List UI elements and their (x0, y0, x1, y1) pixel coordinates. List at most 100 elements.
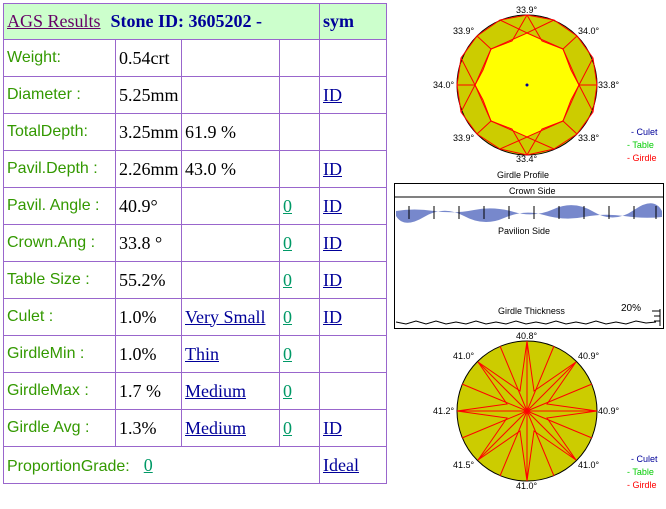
grade-label-link[interactable]: Very Small (185, 306, 266, 327)
pavilion-facet-lines (456, 340, 598, 482)
row-value: 1.3% (119, 417, 157, 438)
grade-zero-link[interactable]: 0 (283, 380, 292, 401)
pavilion-angle-bottom-right: 41.0° (578, 460, 600, 470)
girdle-profile-panel: Crown Side Pavilion Side Girdle Thicknes… (394, 183, 664, 329)
table-row: Culet : 1.0% Very Small 0 ID (3, 298, 387, 336)
ideal-grade-link[interactable]: Ideal (323, 454, 359, 475)
id-link[interactable]: ID (323, 417, 342, 438)
row-value: 1.0% (119, 306, 157, 327)
girdle-profile-caption: Girdle Profile (497, 170, 550, 180)
thickness-scale (652, 309, 661, 326)
pavilion-angle-left: 41.2° (433, 406, 455, 416)
crown-angle-bottom: 33.4° (516, 154, 538, 164)
row-label: Table Size : (7, 271, 90, 288)
profile-ticks (408, 206, 657, 219)
grade-zero-link[interactable]: 0 (283, 343, 292, 364)
row-label: TotalDepth: (7, 123, 88, 140)
row-value: 1.0% (119, 343, 157, 364)
pavilion-legend-table: - Table (627, 467, 654, 477)
grade-zero-link[interactable]: 0 (283, 232, 292, 253)
results-table: AGS Results Stone ID: 3605202 - sym Weig… (3, 3, 387, 484)
crown-angle-top: 33.9° (516, 5, 538, 15)
table-row: Crown.Ang : 33.8 ° 0 ID (3, 224, 387, 262)
crown-angle-right: 33.8° (598, 80, 620, 90)
id-link[interactable]: ID (323, 232, 342, 253)
row-label: Diameter : (7, 86, 81, 103)
row-value: 33.8 ° (119, 232, 163, 253)
id-link[interactable]: ID (323, 84, 342, 105)
girdle-profile-band (396, 203, 662, 223)
legend-table: - Table (627, 140, 654, 150)
stone-id: Stone ID: 3605202 - (110, 11, 263, 31)
table-row: Table Size : 55.2% 0 ID (3, 261, 387, 299)
row-value: 5.25mm (119, 84, 179, 105)
pavilion-angle-bottom-left: 41.5° (453, 460, 475, 470)
pavilion-angle-top: 40.8° (516, 331, 538, 341)
sym-header: sym (323, 11, 354, 31)
crown-angle-bottom-left: 33.9° (453, 133, 475, 143)
girdle-thickness-trace (395, 320, 657, 325)
row-value: 1.7 % (119, 380, 161, 401)
id-link[interactable]: ID (323, 195, 342, 216)
id-link[interactable]: ID (323, 158, 342, 179)
pavilion-legend-culet: - Culet (631, 454, 658, 464)
grade-zero-link[interactable]: 0 (283, 269, 292, 290)
legend-culet: - Culet (631, 127, 658, 137)
table-row: Pavil. Angle : 40.9° 0 ID (3, 187, 387, 225)
grade-label-link[interactable]: Thin (185, 343, 219, 364)
crown-angle-bottom-right: 33.8° (578, 133, 600, 143)
row-label: GirdleMax : (7, 382, 89, 399)
row-label: Girdle Avg : (7, 419, 90, 436)
row-value: 3.25mm (119, 121, 179, 142)
row-label: Pavil. Angle : (7, 197, 100, 214)
pavilion-angle-right: 40.9° (598, 406, 620, 416)
table-row: Pavil.Depth : 2.26mm 43.0 % ID (3, 150, 387, 188)
id-link[interactable]: ID (323, 306, 342, 327)
row-value: 0.54crt (119, 47, 170, 68)
grade-zero-link[interactable]: 0 (283, 306, 292, 327)
row-label: GirdleMin : (7, 345, 85, 362)
table-row: Diameter : 5.25mm ID (3, 76, 387, 114)
girdle-thickness-percent: 20% (621, 303, 641, 314)
profile-frame (394, 183, 664, 329)
proportion-grade-link[interactable]: 0 (143, 454, 153, 475)
grade-zero-link[interactable]: 0 (283, 195, 292, 216)
table-row: Girdle Avg : 1.3% Medium 0 ID (3, 409, 387, 447)
grade-zero-link[interactable]: 0 (283, 417, 292, 438)
grade-label-link[interactable]: Medium (185, 417, 246, 438)
crown-angle-left: 34.0° (433, 80, 455, 90)
row-label: Pavil.Depth : (7, 160, 98, 177)
row-extra-value: 61.9 % (185, 121, 236, 142)
proportion-grade-label: ProportionGrade: (7, 457, 130, 475)
table-row: TotalDepth: 3.25mm 61.9 % (3, 113, 387, 151)
id-link[interactable]: ID (323, 269, 342, 290)
crown-angle-top-left: 33.9° (453, 26, 475, 36)
proportion-grade-row: ProportionGrade: 0 Ideal (3, 446, 387, 484)
header-row: AGS Results Stone ID: 3605202 - sym (3, 3, 387, 40)
pavilion-angle-top-left: 41.0° (453, 351, 475, 361)
crown-facet-lines (457, 14, 597, 156)
row-label: Weight: (7, 49, 61, 66)
culet-dot (525, 83, 529, 87)
row-value: 2.26mm (119, 158, 179, 179)
row-label: Crown.Ang : (7, 234, 96, 251)
pavilion-diagram: 40.8° 41.0° 40.9° 41.2° 40.9° 41.5° 41.0… (433, 331, 658, 491)
ags-results-title[interactable]: AGS Results (7, 11, 101, 31)
grade-label-link[interactable]: Medium (185, 380, 246, 401)
pavilion-legend-girdle: - Girdle (627, 480, 657, 490)
table-row: Weight: 0.54crt (3, 39, 387, 77)
table-row: GirdleMax : 1.7 % Medium 0 (3, 372, 387, 410)
pavilion-angle-bottom: 41.0° (516, 481, 538, 491)
row-label: Culet : (7, 308, 54, 325)
girdle-thickness-label: Girdle Thickness (498, 306, 565, 316)
pavilion-angle-top-right: 40.9° (578, 351, 600, 361)
row-value: 55.2% (119, 269, 166, 290)
legend-girdle: - Girdle (627, 153, 657, 163)
table-row: GirdleMin : 1.0% Thin 0 (3, 335, 387, 373)
crown-side-label: Crown Side (509, 186, 556, 196)
pavilion-side-label: Pavilion Side (498, 226, 550, 236)
row-value: 40.9° (119, 195, 158, 216)
crown-diagram: 33.9° 33.9° 34.0° 34.0° 33.8° 33.9° 33.8… (433, 5, 658, 164)
crown-angle-top-right: 34.0° (578, 26, 600, 36)
row-extra-value: 43.0 % (185, 158, 236, 179)
